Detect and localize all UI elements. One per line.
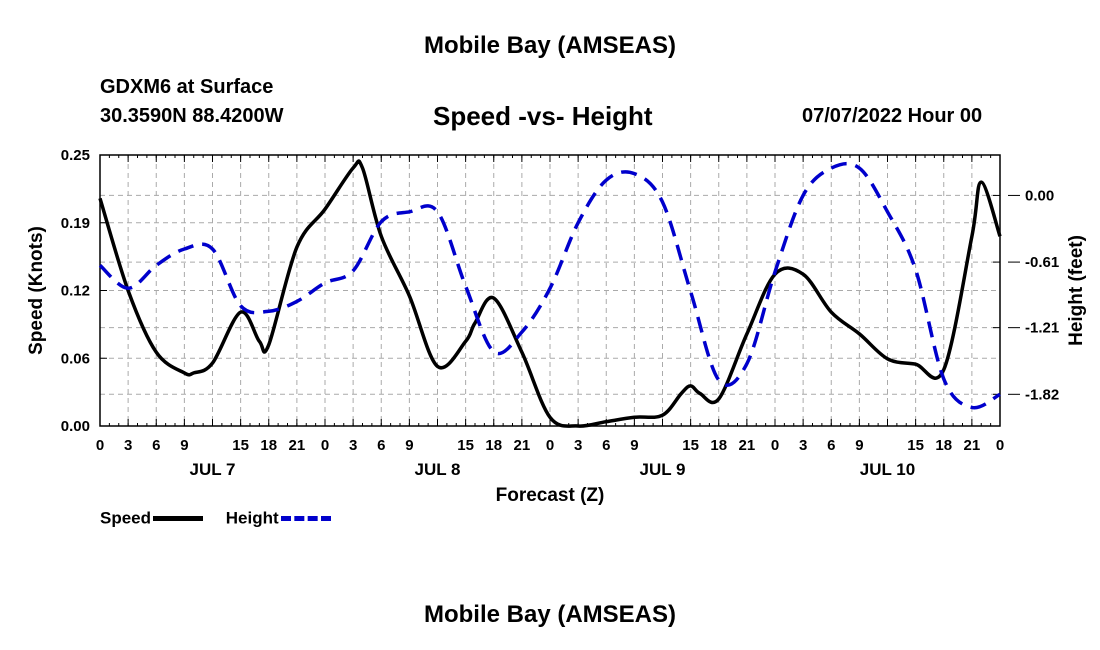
x-axis-label: Forecast (Z) — [496, 485, 605, 506]
y2-axis-label: Height (feet) — [1066, 235, 1087, 346]
y-tick-label: 0.00 — [61, 418, 90, 435]
y-tick-label: 0.25 — [61, 147, 90, 164]
x-tick-label: 15 — [457, 437, 474, 454]
x-tick-label: 0 — [546, 437, 554, 454]
y-tick-label: 0.12 — [61, 283, 90, 300]
legend-item-height: Height — [226, 508, 331, 529]
x-tick-label: 0 — [321, 437, 329, 454]
x-tick-label: 6 — [602, 437, 610, 454]
y2-tick-label: 0.00 — [1025, 187, 1054, 204]
day-label: JUL 9 — [640, 460, 686, 479]
x-tick-label: 3 — [799, 437, 807, 454]
x-tick-label: 0 — [96, 437, 104, 454]
x-tick-label: 21 — [514, 437, 531, 454]
x-tick-label: 3 — [574, 437, 582, 454]
x-tick-label: 6 — [377, 437, 385, 454]
x-tick-label: 3 — [124, 437, 132, 454]
x-tick-label: 9 — [630, 437, 638, 454]
x-tick-label: 15 — [907, 437, 924, 454]
y2-tick-label: -1.82 — [1025, 386, 1059, 403]
coordinates-label: 30.3590N 88.4200W — [100, 105, 284, 127]
x-tick-label: 15 — [232, 437, 249, 454]
y2-tick-label: -1.21 — [1025, 320, 1059, 337]
legend-label-speed: Speed — [100, 508, 152, 528]
x-tick-label: 9 — [405, 437, 413, 454]
x-tick-label: 6 — [827, 437, 835, 454]
x-tick-label: 9 — [180, 437, 188, 454]
chart-main-title: Mobile Bay (AMSEAS) — [423, 32, 677, 59]
x-tick-label: 9 — [855, 437, 863, 454]
y-axis-label: Speed (Knots) — [26, 226, 47, 355]
day-label: JUL 10 — [860, 460, 915, 479]
legend-swatch-height — [280, 516, 331, 522]
x-tick-label: 18 — [260, 437, 277, 454]
x-tick-label: 21 — [739, 437, 756, 454]
day-label: JUL 7 — [190, 460, 236, 479]
y2-tick-label: -0.61 — [1025, 254, 1059, 271]
x-tick-label: 18 — [935, 437, 952, 454]
chart-legend: Speed Height — [100, 508, 349, 529]
y-tick-label: 0.06 — [61, 350, 90, 367]
x-tick-label: 0 — [771, 437, 779, 454]
x-tick-label: 6 — [152, 437, 160, 454]
station-label: GDXM6 at Surface — [100, 76, 274, 98]
x-tick-label: 15 — [682, 437, 699, 454]
legend-swatch-speed — [153, 516, 204, 522]
x-tick-label: 21 — [289, 437, 306, 454]
y-tick-label: 0.19 — [61, 215, 90, 232]
x-tick-label: 18 — [485, 437, 502, 454]
footer-title: Mobile Bay (AMSEAS) — [423, 601, 677, 628]
x-tick-label: 18 — [710, 437, 727, 454]
x-tick-label: 0 — [996, 437, 1004, 454]
series-line-speed — [98, 159, 1002, 428]
x-tick-label: 3 — [349, 437, 357, 454]
legend-label-height: Height — [225, 508, 279, 528]
day-label: JUL 8 — [415, 460, 461, 479]
legend-item-speed: Speed — [100, 508, 204, 529]
series-line-height — [98, 161, 1001, 410]
chart-subtitle: Speed -vs- Height — [433, 101, 653, 131]
x-tick-label: 21 — [964, 437, 981, 454]
forecast-datetime: 07/07/2022 Hour 00 — [802, 105, 983, 127]
